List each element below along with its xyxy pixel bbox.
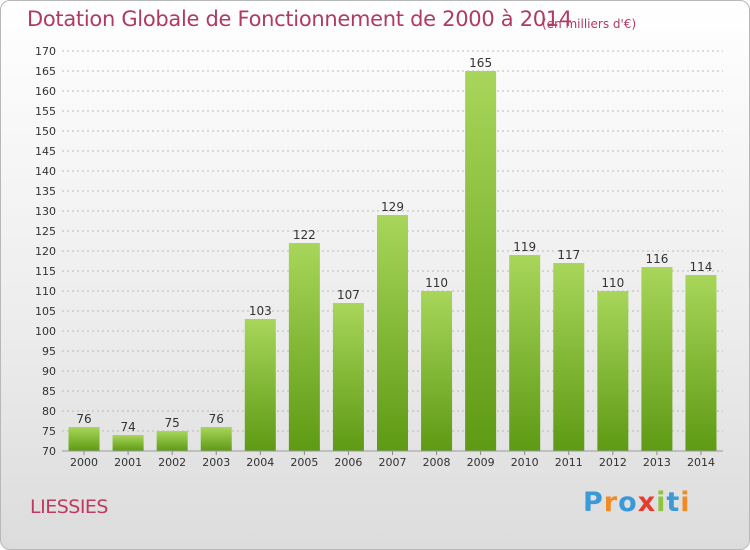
x-tick-label: 2008 [423,456,451,469]
y-tick-label: 150 [35,125,56,138]
value-label: 165 [469,56,492,70]
x-tick-label: 2001 [114,456,142,469]
place-name: LIESSIES [30,496,108,518]
y-tick-label: 120 [35,245,56,258]
y-axis-ticks: 70 75 80 85 90 95 100 105 110 115 120 125 130 135 140 1… [35,45,56,458]
bar-2002 [156,431,188,451]
value-label: 76 [209,412,224,426]
bar-2003 [200,427,232,451]
bar-2011 [553,263,585,451]
bar-2008 [421,291,453,451]
bar-2013 [641,267,673,451]
y-tick-label: 140 [35,165,56,178]
chart-subtitle: (en milliers d'€) [542,17,637,31]
x-tick-label: 2003 [202,456,230,469]
x-axis-ticks: 2000 2001 2002 2003 2004 2005 2006 2007 2008 2009… [70,451,715,469]
logo-letter: P [583,487,604,518]
y-tick-label: 115 [35,265,56,278]
bar-2014 [685,275,717,451]
x-tick-label: 2011 [555,456,583,469]
y-tick-label: 170 [35,45,56,58]
y-tick-label: 165 [35,65,56,78]
bars [68,71,717,451]
bar-2010 [509,255,541,451]
value-label: 75 [165,416,180,430]
x-tick-label: 2004 [246,456,274,469]
value-label: 117 [557,248,580,262]
x-tick-label: 2007 [379,456,407,469]
x-tick-label: 2012 [599,456,627,469]
x-tick-label: 2005 [290,456,318,469]
y-tick-label: 145 [35,145,56,158]
bar-2009 [465,71,497,451]
proxiti-logo[interactable]: Proxiti [583,487,691,518]
bar-2012 [597,291,629,451]
bar-2004 [244,319,276,451]
y-tick-label: 80 [42,405,56,418]
x-tick-label: 2009 [467,456,495,469]
bar-2006 [332,303,364,451]
value-label: 119 [513,240,536,254]
value-label: 74 [120,420,135,434]
x-tick-label: 2002 [158,456,186,469]
y-tick-label: 95 [42,345,56,358]
y-tick-label: 160 [35,85,56,98]
value-label: 103 [249,304,272,318]
y-tick-label: 135 [35,185,56,198]
bar-2001 [112,435,144,451]
value-labels: 76 74 75 76 103 122 107 129 110 165 119 117 110 116 11… [76,56,712,434]
y-tick-label: 85 [42,385,56,398]
y-tick-label: 105 [35,305,56,318]
bar-2005 [288,243,320,451]
bar-2000 [68,427,100,451]
y-tick-label: 75 [42,425,56,438]
y-tick-label: 155 [35,105,56,118]
bar-2007 [377,215,408,451]
chart-title: Dotation Globale de Fonctionnement de 20… [27,7,572,31]
x-tick-label: 2000 [70,456,98,469]
x-tick-label: 2013 [643,456,671,469]
value-label: 110 [425,276,448,290]
value-label: 129 [381,200,404,214]
x-tick-label: 2014 [687,456,715,469]
value-label: 76 [76,412,91,426]
y-tick-label: 90 [42,365,56,378]
y-tick-label: 70 [42,445,56,458]
y-tick-label: 130 [35,205,56,218]
logo-letter: o [618,487,638,518]
logo-letter: i [656,487,667,518]
logo-letter: x [637,487,657,518]
y-tick-label: 110 [35,285,56,298]
x-tick-label: 2010 [511,456,539,469]
value-label: 110 [601,276,624,290]
logo-letter: r [603,487,619,518]
logo-letter: t [666,487,681,518]
y-tick-label: 125 [35,225,56,238]
value-label: 107 [337,288,360,302]
value-label: 116 [645,252,668,266]
value-label: 114 [690,260,713,274]
y-tick-label: 100 [35,325,56,338]
x-tick-label: 2006 [334,456,362,469]
value-label: 122 [293,228,316,242]
logo-letter: i [680,487,691,518]
